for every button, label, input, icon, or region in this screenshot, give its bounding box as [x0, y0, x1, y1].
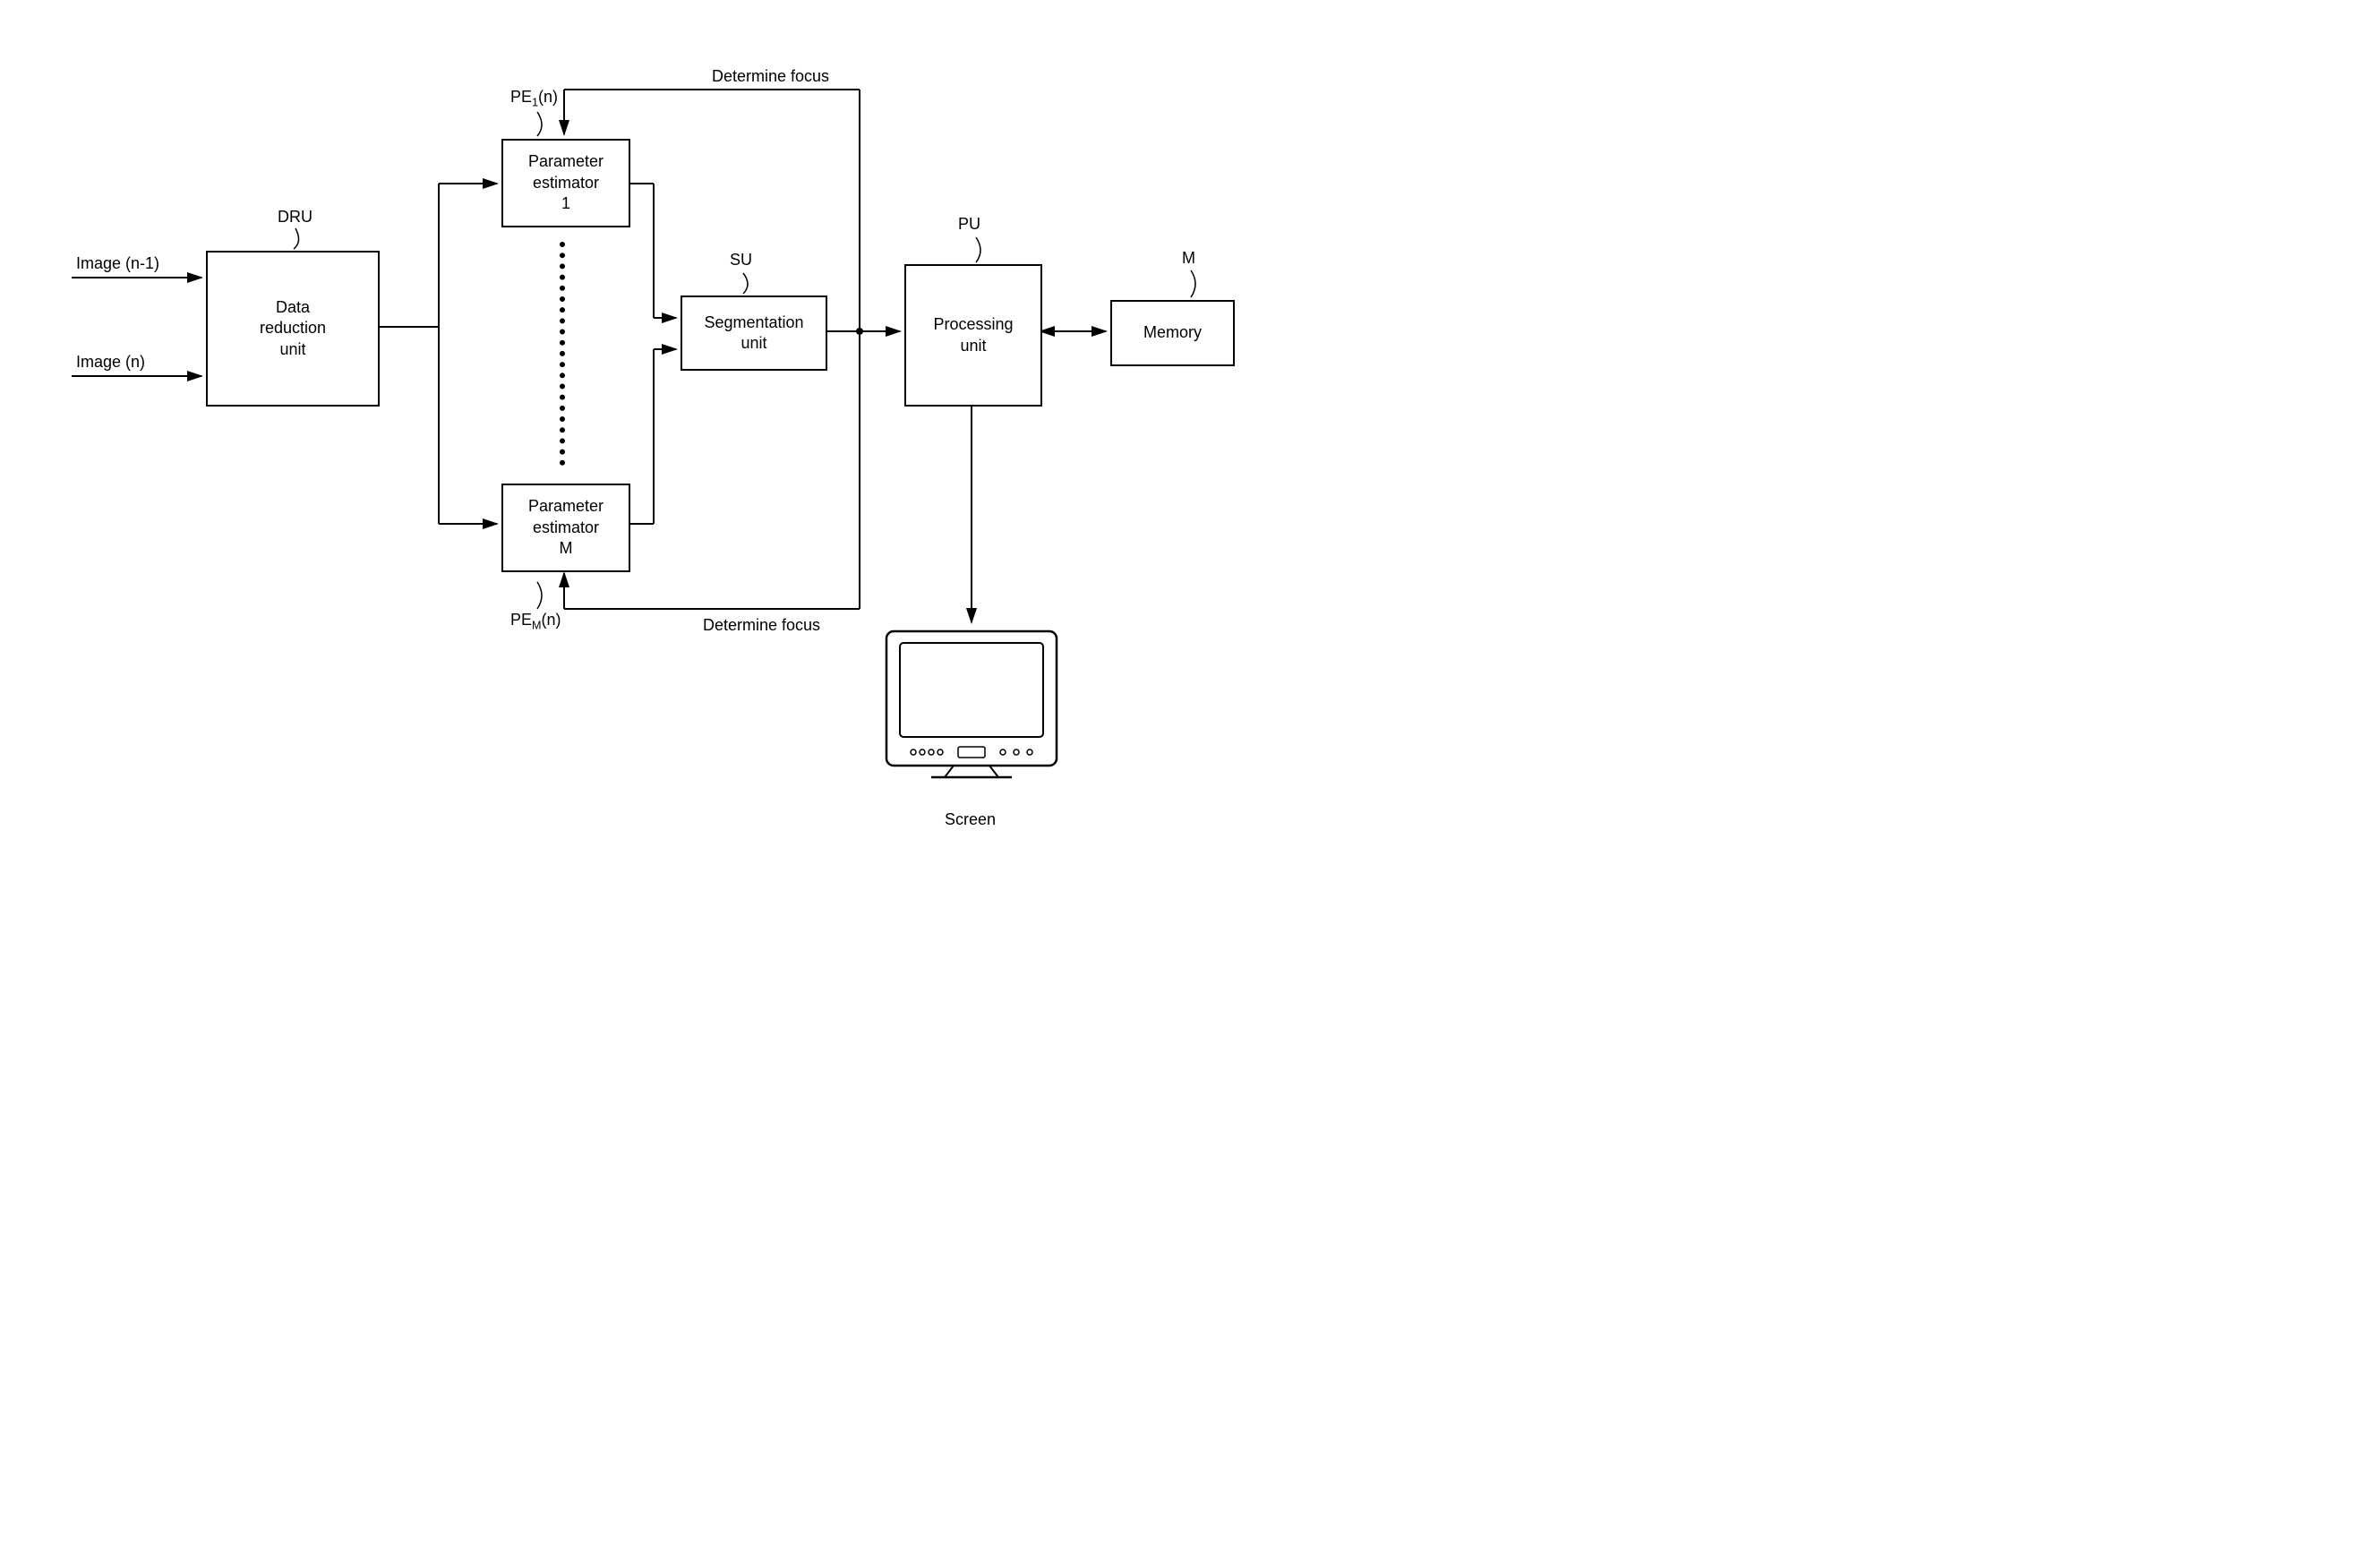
- pem-label: ParameterestimatorM: [528, 496, 604, 559]
- diagram-arrows: [36, 36, 1289, 842]
- mem-label: Memory: [1143, 322, 1202, 343]
- pe1-block: Parameterestimator1: [501, 139, 630, 227]
- mem-block: Memory: [1110, 300, 1235, 366]
- dru-tag: DRU: [278, 208, 312, 227]
- diagram-container: Datareductionunit Parameterestimator1 Pa…: [36, 36, 1289, 842]
- screen-label: Screen: [945, 810, 996, 829]
- su-label: Segmentationunit: [704, 313, 803, 355]
- image-n1-label: Image (n-1): [76, 254, 159, 273]
- dru-label: Datareductionunit: [260, 297, 326, 360]
- su-block: Segmentationunit: [681, 295, 827, 371]
- pu-tag: PU: [958, 215, 980, 234]
- pe1-tag: PE1(n): [510, 88, 558, 109]
- pe1-label: Parameterestimator1: [528, 151, 604, 214]
- ellipsis-dots: [560, 242, 565, 466]
- determine-focus-bottom: Determine focus: [703, 616, 820, 635]
- su-tag: SU: [730, 251, 752, 270]
- image-n-label: Image (n): [76, 353, 145, 372]
- dru-block: Datareductionunit: [206, 251, 380, 407]
- pu-label: Processingunit: [933, 314, 1013, 356]
- pem-block: ParameterestimatorM: [501, 484, 630, 572]
- pem-tag: PEM(n): [510, 611, 561, 632]
- pu-block: Processingunit: [904, 264, 1042, 407]
- mem-tag: M: [1182, 249, 1195, 268]
- determine-focus-top: Determine focus: [712, 67, 829, 86]
